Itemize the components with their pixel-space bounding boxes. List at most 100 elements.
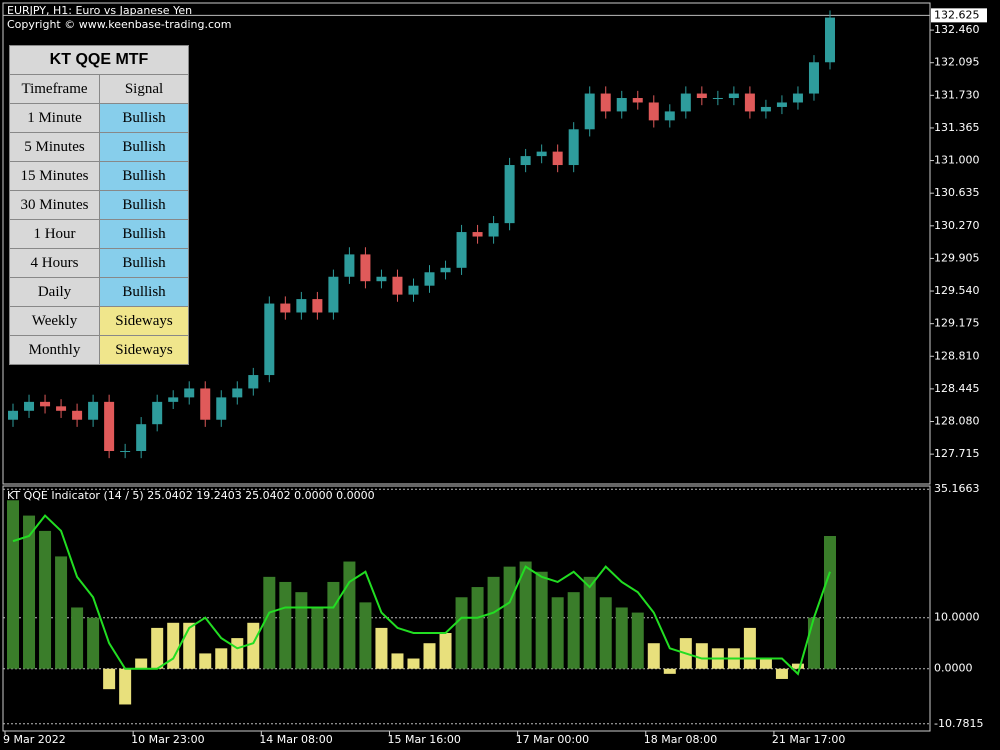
timeframe-cell: 15 Minutes bbox=[9, 161, 100, 191]
x-tick-label: 10 Mar 23:00 bbox=[131, 733, 204, 746]
y-tick-label: 128.445 bbox=[934, 382, 980, 395]
candle-body bbox=[120, 451, 131, 453]
candle-body bbox=[632, 98, 643, 103]
histogram-bar bbox=[695, 643, 708, 669]
histogram-bar bbox=[759, 658, 772, 669]
indicator-panel bbox=[2, 485, 931, 732]
candle-body bbox=[8, 410, 19, 420]
histogram-bar bbox=[471, 587, 484, 669]
timeframe-cell: 5 Minutes bbox=[9, 132, 100, 162]
y-tick-label: 129.175 bbox=[934, 317, 980, 330]
y-tick-label: 132.095 bbox=[934, 56, 980, 69]
histogram-bar bbox=[87, 617, 100, 669]
candle-body bbox=[72, 410, 83, 420]
signal-table: KT QQE MTF Timeframe Signal 1 Minute Bulli… bbox=[9, 45, 189, 365]
histogram-bar bbox=[791, 663, 804, 669]
signal-cell: Bullish bbox=[99, 161, 189, 191]
histogram-bar bbox=[55, 556, 68, 669]
timeframe-cell: 4 Hours bbox=[9, 248, 100, 278]
indicator-title: KT QQE Indicator (14 / 5) 25.0402 19.240… bbox=[7, 489, 375, 502]
x-tick-label: 18 Mar 08:00 bbox=[644, 733, 717, 746]
copyright: Copyright © www.keenbase-trading.com bbox=[7, 18, 231, 31]
histogram-bar bbox=[663, 668, 676, 674]
y-tick-label: 128.810 bbox=[934, 349, 980, 362]
candle-body bbox=[136, 424, 147, 452]
candle-body bbox=[408, 285, 419, 295]
candle-body bbox=[328, 276, 339, 313]
symbol-label: EURJPY, H1: Euro vs Japanese Yen bbox=[7, 4, 192, 17]
histogram-bar bbox=[503, 566, 516, 669]
candle-body bbox=[584, 93, 595, 130]
histogram-bar bbox=[391, 653, 404, 669]
candle-body bbox=[168, 397, 179, 402]
candle-body bbox=[568, 129, 579, 166]
y-tick-label: 130.270 bbox=[934, 219, 980, 232]
candle-body bbox=[760, 106, 771, 112]
signal-line bbox=[12, 514, 831, 676]
histogram-bar bbox=[647, 643, 660, 669]
candle-body bbox=[520, 156, 531, 166]
histogram-bar bbox=[231, 638, 244, 669]
histogram-bar bbox=[359, 602, 372, 669]
histogram-bar bbox=[439, 633, 452, 669]
last-price-box bbox=[931, 8, 987, 23]
candle-body bbox=[696, 93, 707, 99]
y-tick-label: 128.080 bbox=[934, 415, 980, 428]
histogram-bar bbox=[519, 561, 532, 669]
candle-body bbox=[808, 62, 819, 94]
histogram-bar bbox=[551, 597, 564, 669]
candle-body bbox=[792, 93, 803, 103]
histogram-bar bbox=[279, 581, 292, 669]
histogram-bar bbox=[535, 571, 548, 669]
candle-body bbox=[552, 151, 563, 166]
candle-body bbox=[232, 388, 243, 398]
signal-cell: Bullish bbox=[99, 248, 189, 278]
histogram-bar bbox=[7, 500, 20, 669]
histogram-bar bbox=[311, 607, 324, 669]
histogram-bar bbox=[295, 592, 308, 669]
y-tick-label: 10.0000 bbox=[934, 611, 980, 624]
histogram-bar bbox=[743, 627, 756, 669]
last-price-label: 132.625 bbox=[934, 8, 980, 21]
candle-body bbox=[344, 254, 355, 277]
histogram-bar bbox=[599, 597, 612, 669]
y-tick-label: 130.635 bbox=[934, 186, 980, 199]
candle-body bbox=[88, 401, 99, 420]
candle-body bbox=[360, 254, 371, 282]
candle-body bbox=[248, 375, 259, 389]
y-tick-label: 127.715 bbox=[934, 447, 980, 460]
signal-cell: Bullish bbox=[99, 103, 189, 133]
candle-body bbox=[200, 388, 211, 420]
signal-cell: Sideways bbox=[99, 306, 189, 336]
candle-body bbox=[184, 388, 195, 398]
candle-body bbox=[264, 303, 275, 376]
histogram-bar bbox=[343, 561, 356, 669]
histogram-bar bbox=[583, 576, 596, 669]
candle-body bbox=[376, 276, 387, 282]
candle-body bbox=[600, 93, 611, 112]
histogram-bar bbox=[327, 581, 340, 669]
candle-body bbox=[712, 98, 723, 100]
signal-cell: Bullish bbox=[99, 219, 189, 249]
histogram-bar bbox=[375, 627, 388, 669]
y-tick-label: 129.905 bbox=[934, 251, 980, 264]
candle-body bbox=[424, 272, 435, 286]
candle-body bbox=[312, 299, 323, 313]
y-tick-label: 131.000 bbox=[934, 154, 980, 167]
timeframe-cell: 1 Minute bbox=[9, 103, 100, 133]
signal-cell: Bullish bbox=[99, 190, 189, 220]
y-tick-label: 131.730 bbox=[934, 88, 980, 101]
column-header: Signal bbox=[99, 74, 189, 104]
histogram-bar bbox=[247, 622, 260, 669]
candle-body bbox=[728, 93, 739, 99]
signal-cell: Sideways bbox=[99, 335, 189, 365]
candle-body bbox=[776, 102, 787, 107]
y-tick-label: -10.7815 bbox=[934, 717, 983, 730]
histogram-bar bbox=[567, 592, 580, 669]
histogram-bar bbox=[263, 576, 276, 669]
histogram-bar bbox=[103, 668, 116, 690]
candle-body bbox=[536, 151, 547, 157]
candle-body bbox=[40, 401, 51, 407]
candle-body bbox=[824, 17, 835, 63]
